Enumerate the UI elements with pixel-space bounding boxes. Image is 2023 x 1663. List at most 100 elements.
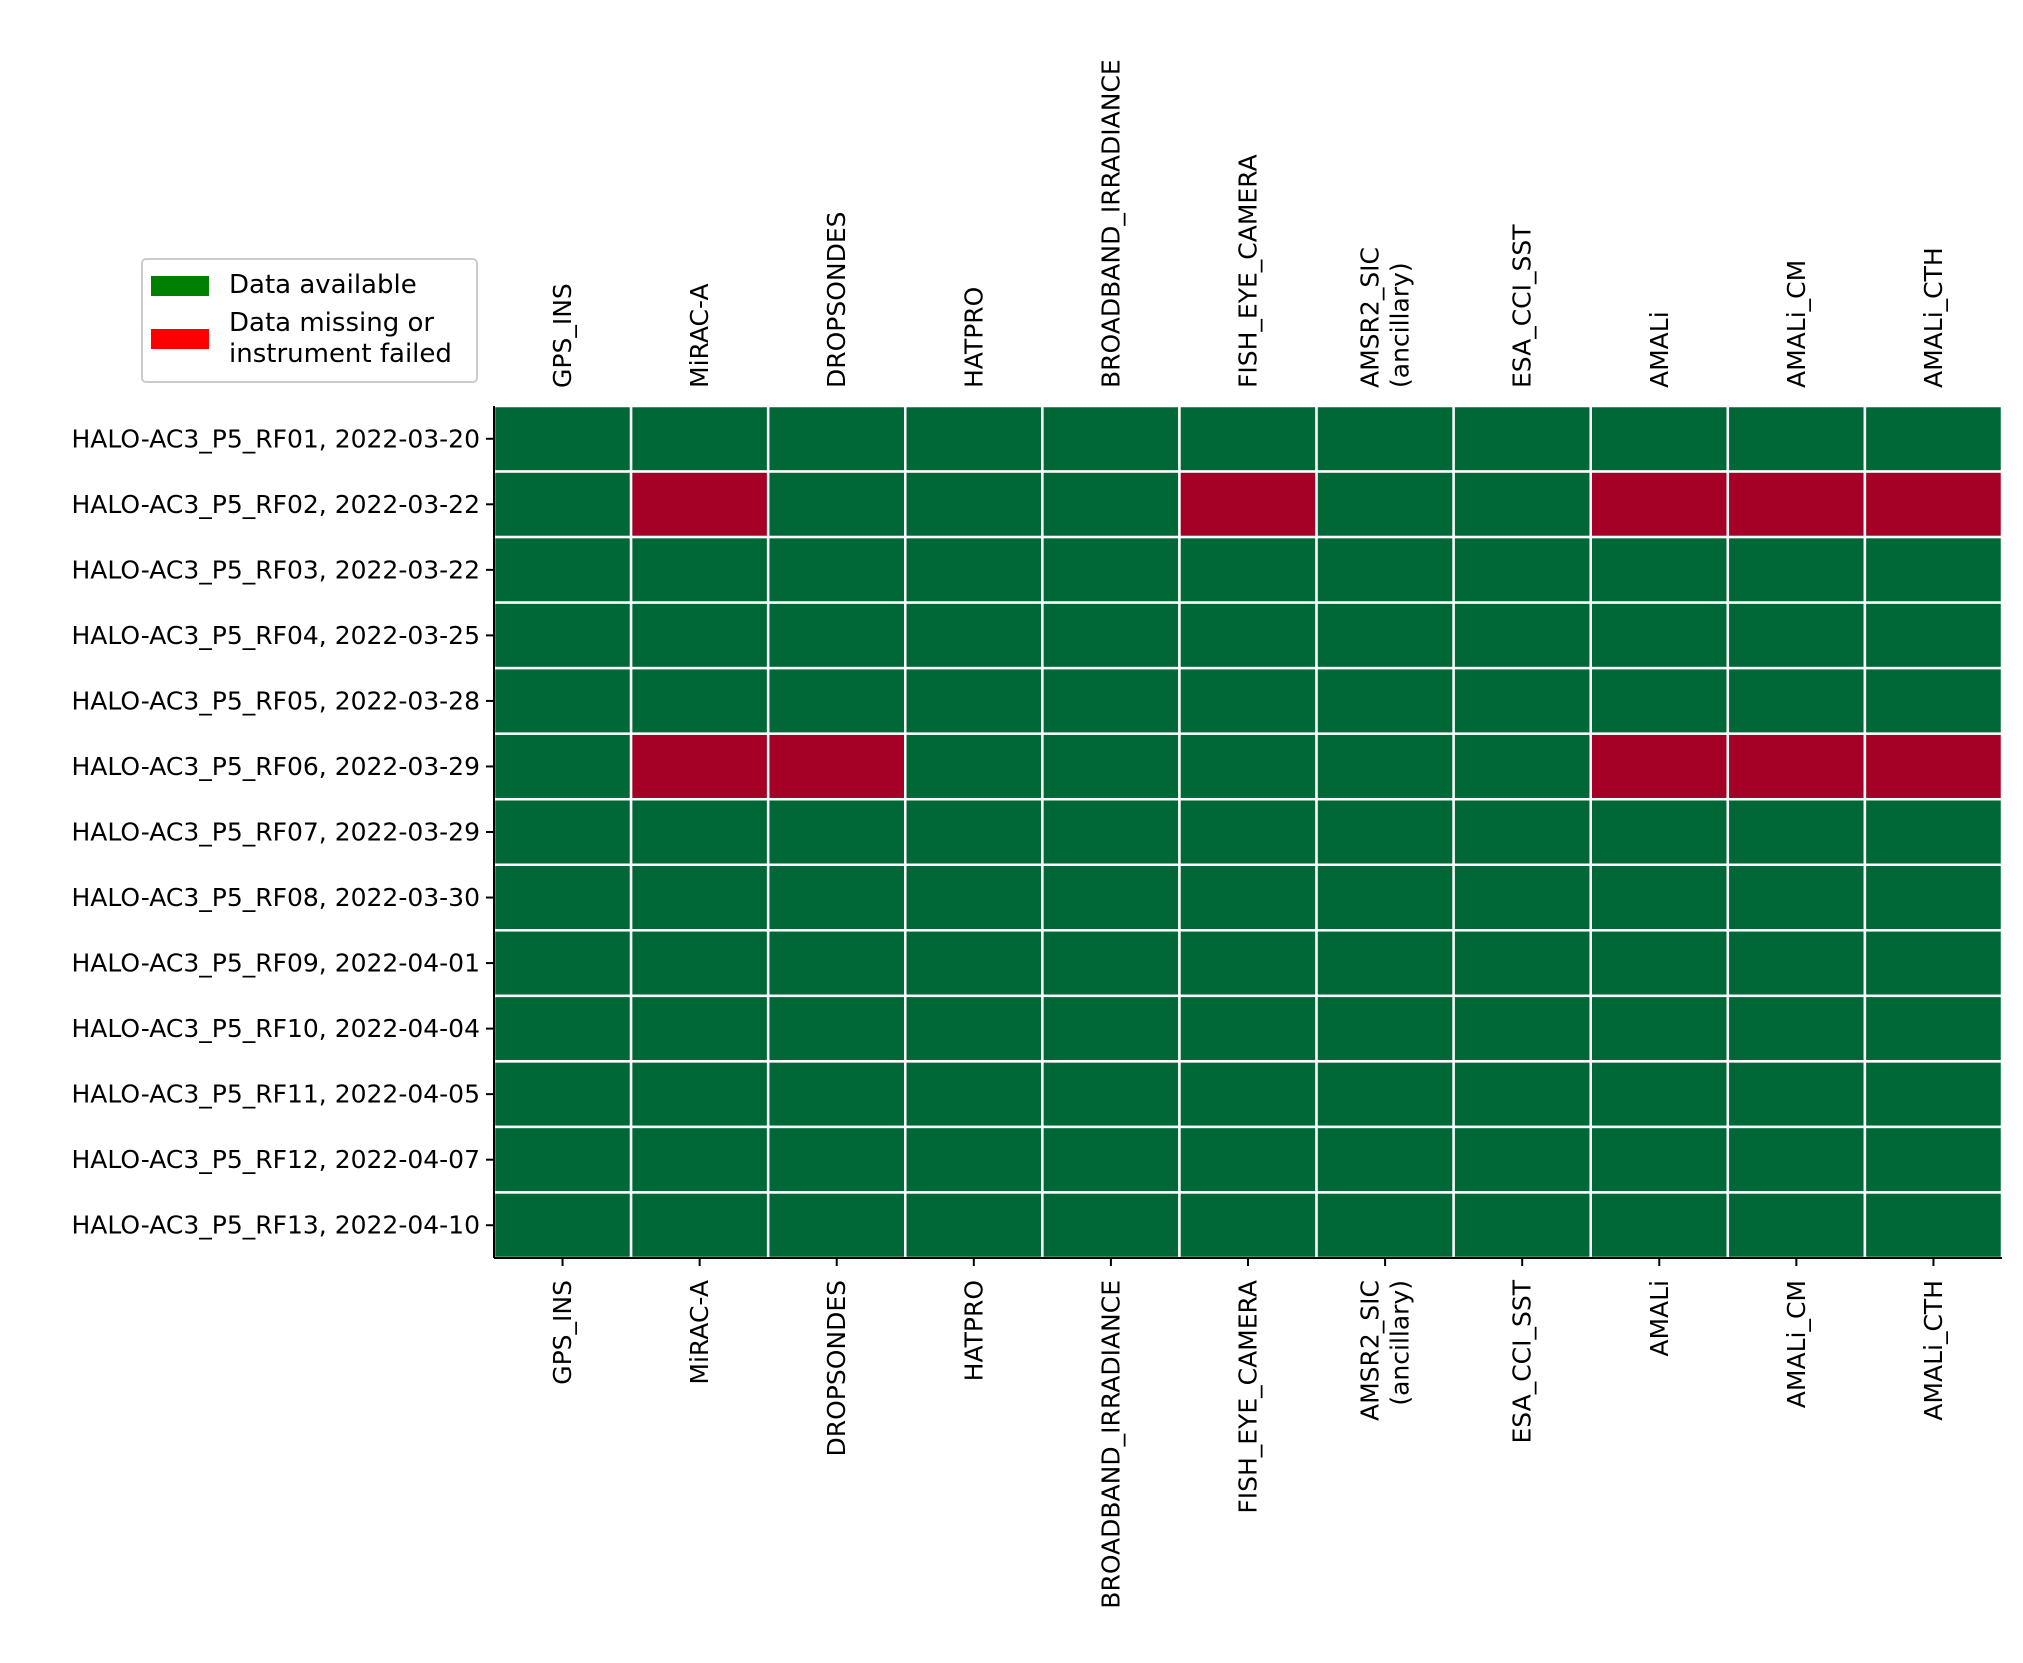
heatmap-cell xyxy=(629,929,770,998)
legend-item-missing: Data missing or instrument failed xyxy=(151,308,452,370)
heatmap-cell xyxy=(1178,929,1318,998)
heatmap-cell xyxy=(1589,601,1730,670)
heatmap-cell xyxy=(1041,535,1181,604)
row-label: HALO-AC3_P5_RF13, 2022-04-10 xyxy=(71,1211,480,1240)
legend-label-available: Data available xyxy=(229,270,417,300)
heatmap-cell xyxy=(1863,732,2004,801)
heatmap-cell xyxy=(1452,404,1592,473)
heatmap-cell xyxy=(766,732,907,801)
axes xyxy=(486,406,2002,1266)
heatmap-cell xyxy=(492,1125,633,1194)
heatmap-cell xyxy=(492,666,633,735)
heatmap-cell xyxy=(629,666,770,735)
heatmap-cell xyxy=(1726,601,1867,670)
column-labels-top: GPS_INS MiRAC-A DROPSONDES HATPRO BROADBAND_… xyxy=(548,59,1948,388)
heatmap-cell xyxy=(1863,666,2004,735)
heatmap-cell xyxy=(766,601,907,670)
heatmap-cell xyxy=(1863,929,2004,998)
heatmap-cell xyxy=(1863,1125,2004,1194)
legend-swatch-missing xyxy=(151,329,209,349)
heatmap-cell xyxy=(1452,929,1592,998)
heatmap-cell xyxy=(1041,994,1181,1063)
heatmap-cell xyxy=(1863,797,2004,867)
row-label: HALO-AC3_P5_RF02, 2022-03-22 xyxy=(71,490,480,519)
column-label-top: MiRAC-A xyxy=(685,283,714,388)
heatmap-cell xyxy=(1041,732,1181,801)
heatmap-cell xyxy=(1178,1060,1318,1129)
heatmap-cell xyxy=(1863,601,2004,670)
column-label-top: AMALi xyxy=(1645,311,1674,388)
heatmap-cell xyxy=(1863,404,2004,473)
heatmap-cell xyxy=(1452,863,1592,932)
row-label: HALO-AC3_P5_RF06, 2022-03-29 xyxy=(71,752,480,781)
column-label-top: AMSR2_SIC(ancillary) xyxy=(1356,247,1415,388)
heatmap-cell xyxy=(766,470,907,539)
heatmap-cell xyxy=(904,863,1044,932)
column-label-bottom: AMALi xyxy=(1645,1280,1674,1357)
heatmap-cell xyxy=(1726,929,1867,998)
heatmap-cell xyxy=(904,732,1044,801)
row-label: HALO-AC3_P5_RF09, 2022-04-01 xyxy=(71,949,480,978)
heatmap-cell xyxy=(766,929,907,998)
heatmap-cell xyxy=(1589,863,1730,932)
heatmap-cell xyxy=(1041,1191,1181,1260)
heatmap-cell xyxy=(1726,863,1867,932)
heatmap-cell xyxy=(1452,470,1592,539)
legend-label-missing: Data missing or instrument failed xyxy=(229,308,452,369)
heatmap-cell xyxy=(1589,1060,1730,1129)
heatmap-cell xyxy=(1452,1125,1592,1194)
column-label-bottom: HATPRO xyxy=(959,1280,988,1381)
row-label: HALO-AC3_P5_RF10, 2022-04-04 xyxy=(71,1014,480,1043)
column-label-top: ESA_CCI_SST xyxy=(1508,224,1537,388)
legend: Data available Data missing or instrumen… xyxy=(141,258,478,383)
heatmap-cell xyxy=(766,863,907,932)
column-label-bottom: AMALi_CM xyxy=(1782,1280,1811,1408)
heatmap-cell xyxy=(1315,470,1455,539)
heatmap-cell xyxy=(1315,601,1455,670)
column-label-top: BROADBAND_IRRADIANCE xyxy=(1096,59,1125,388)
heatmap-cell xyxy=(1315,1125,1455,1194)
heatmap-cell xyxy=(1589,732,1730,801)
heatmap-cell xyxy=(766,994,907,1063)
heatmap-cell xyxy=(1178,404,1318,473)
heatmap-cell xyxy=(1726,1125,1867,1194)
heatmap-cell xyxy=(904,601,1044,670)
heatmap-cell xyxy=(1178,535,1318,604)
column-label-top: FISH_EYE_CAMERA xyxy=(1234,154,1263,388)
heatmap-cell xyxy=(629,1125,770,1194)
heatmap-cell xyxy=(1315,994,1455,1063)
row-label: HALO-AC3_P5_RF11, 2022-04-05 xyxy=(71,1080,480,1109)
heatmap-cell xyxy=(629,863,770,932)
column-label-top: AMALi_CTH xyxy=(1919,247,1948,388)
heatmap-cell xyxy=(1178,994,1318,1063)
row-labels: HALO-AC3_P5_RF01, 2022-03-20 HALO-AC3_P5_… xyxy=(71,424,480,1239)
heatmap-cell xyxy=(1315,863,1455,932)
heatmap-cell xyxy=(1863,863,2004,932)
column-label-bottom: GPS_INS xyxy=(548,1280,577,1385)
heatmap-cell xyxy=(1178,1191,1318,1260)
heatmap-cell xyxy=(1863,1060,2004,1129)
heatmap-cell xyxy=(1863,535,2004,604)
column-label-top: AMALi_CM xyxy=(1782,260,1811,388)
column-label-bottom: BROADBAND_IRRADIANCE xyxy=(1096,1280,1125,1609)
heatmap-cell xyxy=(1726,1191,1867,1260)
column-label-top: GPS_INS xyxy=(548,283,577,388)
heatmap-cell xyxy=(1041,929,1181,998)
heatmap-cell xyxy=(492,1060,633,1129)
heatmap-cell xyxy=(1315,1060,1455,1129)
heatmap-cell xyxy=(1041,797,1181,867)
heatmap-cell xyxy=(1452,994,1592,1063)
heatmap-cell xyxy=(1315,929,1455,998)
column-label-top: HATPRO xyxy=(959,287,988,388)
heatmap-cell xyxy=(904,1191,1044,1260)
heatmap-cell xyxy=(1178,601,1318,670)
heatmap-cell xyxy=(1178,863,1318,932)
heatmap-cell xyxy=(766,1125,907,1194)
heatmap-cell xyxy=(1726,732,1867,801)
heatmap-cell xyxy=(629,732,770,801)
heatmap-cell xyxy=(1726,994,1867,1063)
heatmap-cell xyxy=(1589,535,1730,604)
column-label-bottom: AMSR2_SIC(ancillary) xyxy=(1356,1280,1415,1421)
heatmap-cell xyxy=(492,1191,633,1260)
